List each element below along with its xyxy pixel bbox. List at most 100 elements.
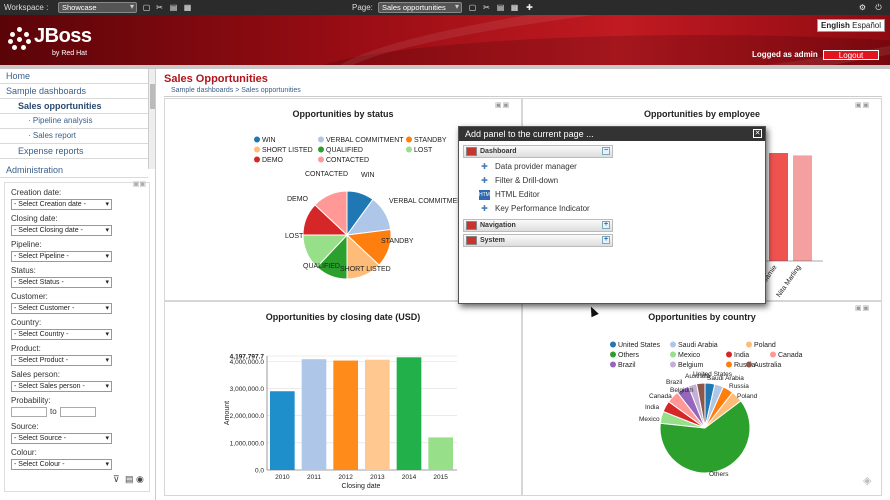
panel-controls-icon[interactable]: ▣▣ (855, 305, 871, 312)
pie-slice[interactable] (695, 382, 706, 429)
legend-label: Brazil (618, 362, 636, 369)
filter-select[interactable]: - Select Closing date - (11, 225, 112, 236)
clear-filter-icon[interactable]: ▤ (125, 474, 134, 484)
bar[interactable] (793, 155, 812, 261)
group-dashboard[interactable]: Dashboard − (463, 145, 613, 158)
slice-label: LOST (285, 233, 304, 240)
page-delete-icon[interactable]: ▤ (496, 3, 505, 12)
breadcrumb[interactable]: Sample dashboards > Sales opportunities (171, 87, 301, 94)
panel-controls-icon[interactable]: ▣▣ (495, 102, 511, 109)
item-filter-drill-down[interactable]: ✚ Filter & Drill-down (479, 175, 558, 187)
legend-swatch (254, 156, 260, 163)
pie-slice[interactable] (314, 190, 348, 237)
legend-swatch (254, 146, 260, 153)
legend-label: Canada (778, 352, 803, 359)
page-tools-icon[interactable]: ✂ (483, 3, 490, 12)
bar[interactable] (428, 437, 453, 470)
top-toolbar: Workspace : Showcase ▢ ✂ ▤ ▦ Page: Sales… (0, 0, 890, 15)
probability-to-input[interactable] (60, 407, 96, 417)
tools-icon[interactable]: ✂ (156, 3, 163, 12)
slice-label: Brazil (666, 379, 683, 386)
workspace-select[interactable]: Showcase (58, 2, 137, 13)
filter-icon[interactable]: ⊽ (113, 474, 120, 484)
item-html-editor[interactable]: HTML HTML Editor (479, 190, 540, 200)
filter-select[interactable]: - Select Product - (11, 355, 112, 366)
bar[interactable] (365, 359, 390, 470)
sidebar-item-sample-dashboards[interactable]: Sample dashboards (0, 84, 155, 99)
bar[interactable] (270, 391, 295, 470)
item-kpi[interactable]: ✚ Key Performance Indicator (479, 203, 590, 215)
legend-swatch (318, 136, 324, 143)
filter-select[interactable]: - Select Customer - (11, 303, 112, 314)
sidebar-item-home[interactable]: Home (0, 69, 155, 84)
sidebar-item-sales-report[interactable]: · Sales report (0, 129, 155, 144)
filter-label: Source: (11, 422, 39, 431)
new-page-icon[interactable]: ▢ (468, 3, 477, 12)
filter-select[interactable]: - Select Colour - (11, 459, 112, 470)
lang-spanish[interactable]: Español (852, 21, 882, 30)
delete-icon[interactable]: ▤ (169, 3, 178, 12)
puzzle-piece-icon: ✚ (481, 176, 488, 185)
legend-label: DEMO (262, 157, 284, 164)
folder-icon (466, 221, 477, 230)
pie-slice[interactable] (659, 400, 751, 474)
gear-icon[interactable]: ⚙ (858, 3, 867, 12)
slice-label: SHORT LISTED (340, 266, 391, 273)
sidebar-item-sales-opportunities[interactable]: Sales opportunities (0, 99, 155, 114)
group-system[interactable]: System + (463, 234, 613, 247)
sidebar-item-administration[interactable]: Administration (0, 162, 148, 178)
bar[interactable] (333, 360, 358, 470)
sidebar-item-pipeline-analysis[interactable]: · Pipeline analysis (0, 114, 155, 129)
slice-label: STANDBY (381, 238, 414, 245)
resize-handle-icon[interactable]: ◈ (863, 475, 872, 487)
filter-select[interactable]: - Select Status - (11, 277, 112, 288)
filter-select[interactable]: - Select Source - (11, 433, 112, 444)
filter-label: Creation date: (11, 188, 62, 197)
filter-label: Product: (11, 344, 41, 353)
html-icon: HTML (479, 190, 493, 200)
logo-dots-icon (8, 27, 32, 51)
close-icon[interactable]: ✕ (753, 129, 762, 138)
page-select[interactable]: Sales opportunities (378, 2, 462, 13)
power-icon[interactable]: ⏻ (875, 3, 882, 12)
grid-icon[interactable]: ▦ (183, 3, 192, 12)
page-grid-icon[interactable]: ▦ (510, 3, 519, 12)
item-data-provider-manager[interactable]: ✚ Data provider manager (479, 161, 577, 173)
bar[interactable] (396, 357, 422, 470)
probability-from-input[interactable] (11, 407, 47, 417)
filter-label: Closing date: (11, 214, 58, 223)
filter-select[interactable]: - Select Creation date - (11, 199, 112, 210)
page-icon[interactable]: ▢ (142, 3, 151, 12)
filter-select[interactable]: - Select Sales person - (11, 381, 112, 392)
page-label: Page: (352, 3, 373, 12)
y-tick-label: 1,000,000.0 (230, 440, 265, 447)
legend-label: VERBAL COMMITMENT (326, 137, 404, 144)
legend-label: WIN (262, 137, 276, 144)
sidebar-item-expense-reports[interactable]: Expense reports (0, 144, 155, 159)
filter-select[interactable]: - Select Country - (11, 329, 112, 340)
legend-swatch (610, 361, 616, 368)
y-tick-label: 3,000,000.0 (230, 386, 265, 393)
legend-swatch (670, 351, 676, 358)
filter-label: Country: (11, 318, 42, 327)
lang-english[interactable]: English (821, 21, 850, 30)
group-navigation[interactable]: Navigation + (463, 219, 613, 232)
bar[interactable] (301, 359, 327, 470)
x-tick-label: 2012 (338, 474, 353, 481)
logout-button[interactable]: Logout (823, 50, 879, 60)
filter-select[interactable]: - Select Pipeline - (11, 251, 112, 262)
legend-swatch (670, 341, 676, 348)
legend-swatch (254, 136, 260, 143)
slice-label: WIN (361, 172, 375, 179)
sidebar-scrollbar[interactable] (148, 69, 155, 169)
page-title: Sales Opportunities (164, 73, 268, 85)
panel-controls-icon[interactable]: ▣▣ (132, 181, 146, 188)
puzzle-icon[interactable]: ✚ (526, 3, 533, 12)
language-switch[interactable]: English Español (817, 19, 886, 32)
collapse-icon: − (602, 147, 610, 155)
refresh-icon[interactable]: ◉ (136, 474, 144, 484)
x-tick-label: 2010 (275, 474, 290, 481)
bar[interactable] (769, 153, 788, 261)
panel-controls-icon[interactable]: ▣▣ (855, 102, 871, 109)
y-tick-label: 0.0 (255, 468, 264, 475)
